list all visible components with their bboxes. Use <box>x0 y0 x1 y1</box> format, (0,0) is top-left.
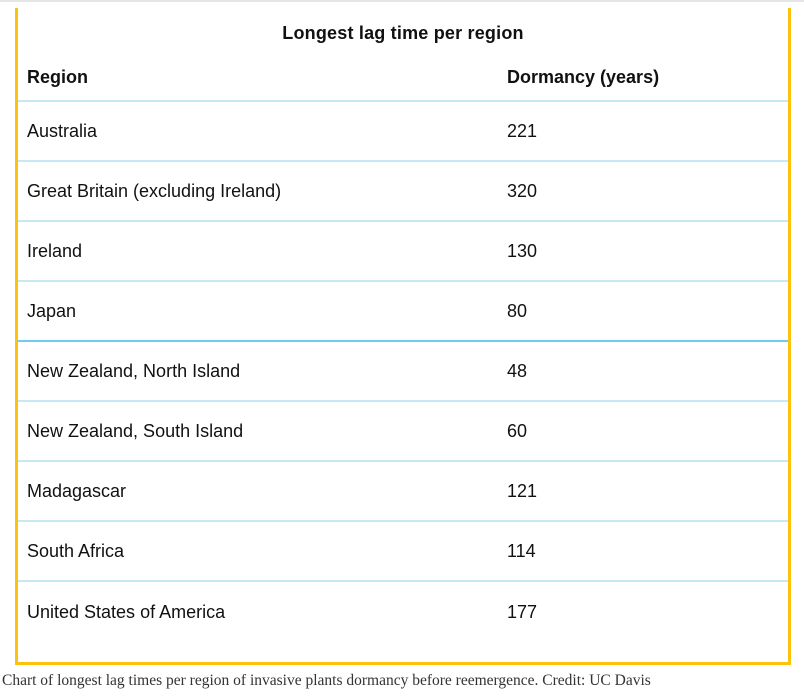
table-rows: Australia 221 Great Britain (excluding I… <box>18 102 788 662</box>
table-row: Japan 80 <box>18 282 788 342</box>
table-row: Great Britain (excluding Ireland) 320 <box>18 162 788 222</box>
table-row: Australia 221 <box>18 102 788 162</box>
region-cell: Ireland <box>27 240 83 261</box>
table-header-row: Region Dormancy (years) <box>18 55 788 102</box>
table-title: Longest lag time per region <box>282 23 524 43</box>
region-cell: Japan <box>27 300 77 321</box>
region-cell: New Zealand, North Island <box>27 360 241 381</box>
figure-caption: Chart of longest lag times per region of… <box>2 672 651 689</box>
region-cell: Australia <box>27 120 98 141</box>
dormancy-cell: 320 <box>507 180 538 201</box>
region-column-header: Region <box>27 67 88 87</box>
dormancy-cell: 60 <box>507 420 528 441</box>
lag-time-table: Longest lag time per region Region Dorma… <box>15 8 791 665</box>
table-row: Madagascar 121 <box>18 462 788 522</box>
dormancy-cell: 121 <box>507 480 538 501</box>
table-row: South Africa 114 <box>18 522 788 582</box>
region-cell: Great Britain (excluding Ireland) <box>27 180 282 201</box>
region-cell: South Africa <box>27 540 125 561</box>
dormancy-cell: 221 <box>507 120 538 141</box>
table-row: New Zealand, North Island 48 <box>18 342 788 402</box>
dormancy-cell: 177 <box>507 601 538 622</box>
page-top-rule <box>0 0 804 2</box>
dormancy-column-header: Dormancy (years) <box>507 67 660 87</box>
dormancy-cell: 48 <box>507 360 528 381</box>
dormancy-cell: 130 <box>507 240 538 261</box>
table-row: New Zealand, South Island 60 <box>18 402 788 462</box>
region-cell: Madagascar <box>27 480 127 501</box>
region-cell: New Zealand, South Island <box>27 420 244 441</box>
dormancy-cell: 80 <box>507 300 528 321</box>
region-cell: United States of America <box>27 601 226 622</box>
table-row: United States of America 177 <box>18 582 788 662</box>
dormancy-cell: 114 <box>507 540 536 561</box>
table-row: Ireland 130 <box>18 222 788 282</box>
